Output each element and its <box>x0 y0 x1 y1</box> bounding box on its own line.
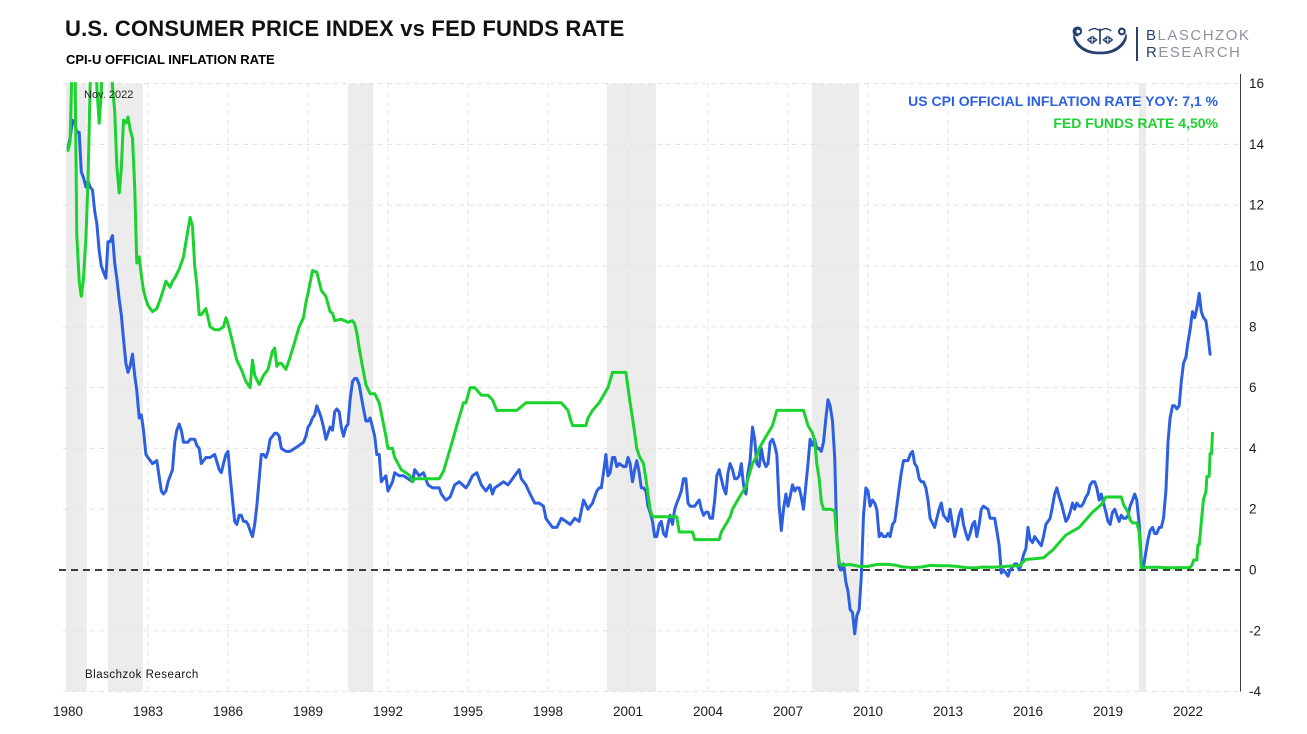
svg-text:16: 16 <box>1249 76 1264 91</box>
logo-rest-1: LASCHZOK <box>1157 26 1251 44</box>
svg-text:14: 14 <box>1249 137 1265 152</box>
legend-cpi: US CPI OFFICIAL INFLATION RATE YOY: 7,1 … <box>908 93 1218 109</box>
svg-text:2004: 2004 <box>693 704 724 719</box>
svg-text:4: 4 <box>1249 441 1257 456</box>
svg-text:1986: 1986 <box>213 704 243 719</box>
viking-ship-icon <box>1072 22 1128 65</box>
logo-initial-1: B <box>1146 26 1158 44</box>
svg-text:2019: 2019 <box>1093 704 1123 719</box>
legend: US CPI OFFICIAL INFLATION RATE YOY: 7,1 … <box>908 90 1218 134</box>
cpi-line <box>66 118 1212 636</box>
logo-wordmark: BLASCHZOK RESEARCH <box>1146 27 1250 61</box>
page-subtitle: CPI-U OFFICIAL INFLATION RATE <box>66 52 275 67</box>
svg-text:1992: 1992 <box>373 704 403 719</box>
svg-text:2: 2 <box>1249 502 1257 517</box>
svg-text:2010: 2010 <box>853 704 883 719</box>
svg-text:2001: 2001 <box>613 704 643 719</box>
page-title: U.S. CONSUMER PRICE INDEX vs FED FUNDS R… <box>65 16 625 41</box>
svg-text:-4: -4 <box>1249 684 1261 699</box>
svg-text:1980: 1980 <box>53 704 83 719</box>
logo-rest-2: ESEARCH <box>1158 43 1242 61</box>
svg-text:2022: 2022 <box>1173 704 1203 719</box>
svg-text:1995: 1995 <box>453 704 483 719</box>
svg-text:6: 6 <box>1249 380 1257 395</box>
svg-text:2007: 2007 <box>773 704 803 719</box>
svg-text:0: 0 <box>1249 563 1257 578</box>
logo-initial-2: R <box>1146 43 1159 61</box>
svg-text:2013: 2013 <box>933 704 963 719</box>
y-axis-labels: -4 -2 0 2 4 6 8 10 12 14 16 <box>1249 76 1265 699</box>
svg-text:2016: 2016 <box>1013 704 1043 719</box>
logo-divider <box>1136 26 1138 61</box>
legend-fed: FED FUNDS RATE 4,50% <box>1053 115 1218 131</box>
date-annotation: Nov. 2022 <box>84 89 134 101</box>
svg-text:12: 12 <box>1249 198 1264 213</box>
svg-text:1983: 1983 <box>133 704 163 719</box>
svg-text:1989: 1989 <box>293 704 323 719</box>
svg-text:8: 8 <box>1249 319 1257 334</box>
svg-text:10: 10 <box>1249 259 1264 274</box>
x-axis-labels: 1980 1983 1986 1989 1992 1995 1998 2001 2004 2007… <box>53 704 1203 719</box>
svg-text:-2: -2 <box>1249 623 1261 638</box>
brand-logo: BLASCHZOK RESEARCH <box>1072 22 1250 65</box>
fed-funds-line <box>66 82 1214 570</box>
svg-text:1998: 1998 <box>533 704 563 719</box>
watermark: Blaschzok Research <box>85 669 199 681</box>
